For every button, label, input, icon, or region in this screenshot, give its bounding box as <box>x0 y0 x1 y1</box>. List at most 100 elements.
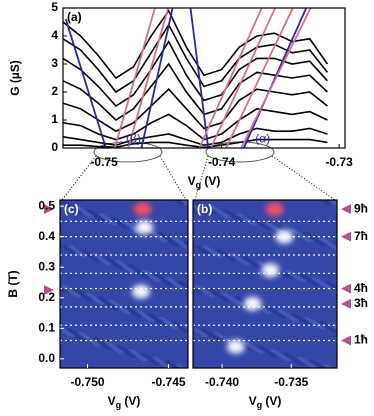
texture <box>305 362 312 366</box>
arrow-marker <box>44 285 54 296</box>
texture <box>118 351 125 355</box>
texture <box>119 307 126 311</box>
x-axis-label-part: (V) <box>121 394 140 408</box>
bright-spot <box>132 284 151 299</box>
texture <box>74 334 81 338</box>
texture <box>170 241 177 245</box>
texture <box>201 334 208 338</box>
texture <box>152 277 159 281</box>
texture <box>74 294 81 298</box>
texture <box>123 226 130 230</box>
texture <box>116 305 123 309</box>
texture <box>314 279 321 283</box>
texture <box>102 300 109 304</box>
texture <box>236 301 243 305</box>
y-tick-label: 0.4 <box>38 229 55 243</box>
texture <box>95 300 102 304</box>
texture <box>234 296 241 300</box>
texture <box>86 298 93 302</box>
texture <box>90 296 97 300</box>
texture <box>152 317 159 321</box>
texture <box>153 362 160 366</box>
texture <box>335 243 337 247</box>
bright-spot <box>261 263 280 278</box>
texture <box>87 254 94 258</box>
texture <box>103 216 110 220</box>
texture <box>230 258 237 262</box>
texture <box>317 241 324 245</box>
texture <box>307 318 314 322</box>
texture <box>331 324 337 328</box>
texture <box>94 254 101 258</box>
texture <box>227 296 234 300</box>
texture <box>184 330 188 334</box>
texture <box>195 201 202 205</box>
texture <box>170 281 177 285</box>
panel-label: (c) <box>64 202 79 216</box>
texture <box>203 250 210 254</box>
texture <box>283 273 290 277</box>
texture <box>70 247 77 251</box>
texture <box>176 364 183 368</box>
texture <box>228 213 235 217</box>
texture <box>75 250 82 254</box>
texture <box>198 332 205 336</box>
texture <box>264 305 271 309</box>
texture <box>334 326 337 330</box>
texture <box>241 216 248 220</box>
texture <box>89 211 96 215</box>
texture <box>311 366 318 368</box>
texture <box>127 264 134 268</box>
texture <box>240 260 247 264</box>
texture <box>311 277 318 281</box>
texture <box>282 356 289 360</box>
texture <box>75 211 82 215</box>
texture <box>92 298 99 302</box>
texture <box>286 275 293 279</box>
texture <box>87 215 94 219</box>
texture <box>96 296 103 300</box>
frame <box>192 199 338 369</box>
texture <box>108 220 115 224</box>
texture <box>206 332 213 336</box>
texture <box>107 303 114 307</box>
x-axis-label: Vg (V) <box>249 394 282 410</box>
texture <box>186 243 188 247</box>
texture <box>332 201 337 205</box>
texture <box>79 337 86 341</box>
texture <box>152 356 159 360</box>
texture <box>204 247 211 251</box>
texture <box>259 347 266 351</box>
y-tick-label: 2 <box>51 84 58 98</box>
texture <box>197 207 204 211</box>
texture <box>69 330 76 334</box>
texture <box>147 313 154 317</box>
texture <box>157 232 164 236</box>
line-series <box>63 127 328 147</box>
x-axis-label-part: (V) <box>262 394 281 408</box>
texture <box>283 352 290 356</box>
texture <box>103 345 110 349</box>
texture <box>286 315 293 319</box>
texture <box>162 235 169 239</box>
y-tick-label: 3 <box>51 56 58 70</box>
texture <box>325 201 332 205</box>
texture <box>164 320 171 324</box>
y-tick-label: 5 <box>51 0 58 14</box>
texture <box>160 322 167 326</box>
x-tick-label: -0.750 <box>71 375 105 389</box>
line-series <box>225 8 294 148</box>
texture <box>122 349 129 353</box>
texture <box>127 352 134 356</box>
texture <box>96 256 103 260</box>
texture <box>331 245 337 249</box>
texture <box>224 215 231 219</box>
texture <box>184 201 188 205</box>
texture <box>115 349 122 353</box>
texture <box>258 222 265 226</box>
texture <box>98 213 105 217</box>
texture <box>61 245 68 249</box>
texture <box>322 200 329 203</box>
texture <box>174 200 181 203</box>
